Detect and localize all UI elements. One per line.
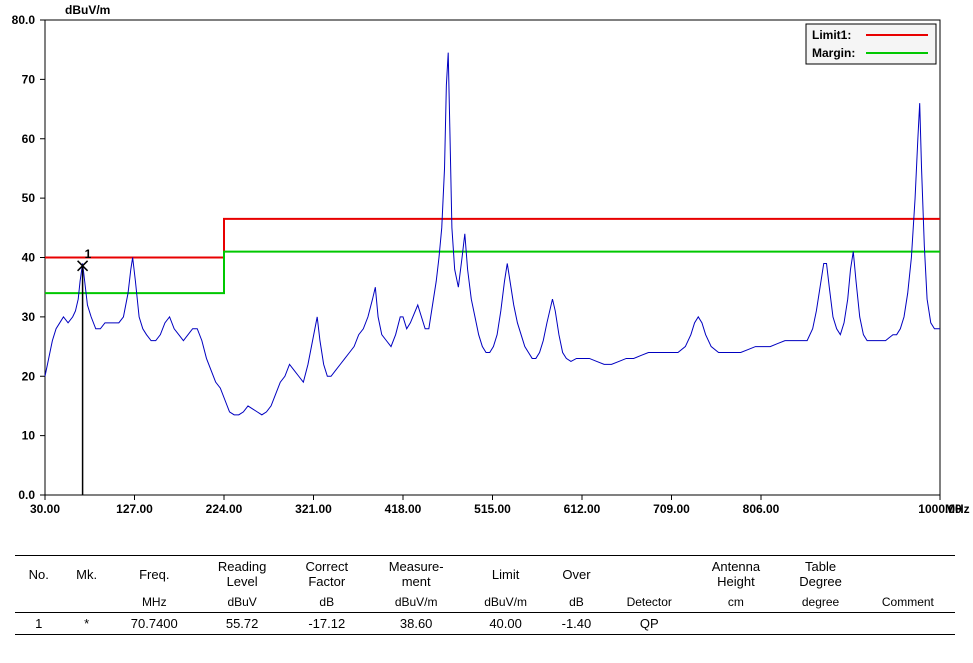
svg-text:Margin:: Margin: [812, 46, 855, 60]
col-unit: degree [780, 592, 860, 613]
table-cell: 70.7400 [111, 613, 198, 635]
table-cell: 38.60 [367, 613, 465, 635]
svg-text:80.0: 80.0 [12, 13, 36, 27]
svg-text:Limit1:: Limit1: [812, 28, 851, 42]
svg-text:30: 30 [22, 310, 36, 324]
svg-text:40: 40 [22, 251, 36, 265]
col-unit: dBuV/m [465, 592, 545, 613]
svg-text:321.00: 321.00 [295, 502, 332, 516]
svg-text:709.00: 709.00 [653, 502, 690, 516]
table-cell [861, 613, 955, 635]
svg-text:612.00: 612.00 [564, 502, 601, 516]
svg-text:50: 50 [22, 191, 36, 205]
svg-text:MHz: MHz [945, 502, 970, 516]
col-unit: MHz [111, 592, 198, 613]
table-cell: 1 [15, 613, 62, 635]
col-header: Freq. [111, 556, 198, 593]
svg-text:60: 60 [22, 132, 36, 146]
svg-text:10: 10 [22, 429, 36, 443]
svg-text:127.00: 127.00 [116, 502, 153, 516]
col-unit: dBuV/m [367, 592, 465, 613]
table-cell: * [62, 613, 110, 635]
col-unit: Comment [861, 592, 955, 613]
col-header [861, 556, 955, 593]
col-header: ReadingLevel [198, 556, 287, 593]
col-header: CorrectFactor [287, 556, 367, 593]
svg-text:224.00: 224.00 [206, 502, 243, 516]
table-cell: QP [607, 613, 691, 635]
col-unit: cm [691, 592, 780, 613]
spectrum-chart: 0.0 10 20 30 40 50 60 70 80.0 dBuV/m 30.00 127.00 22… [0, 0, 973, 540]
col-unit: Detector [607, 592, 691, 613]
col-unit: dB [287, 592, 367, 613]
col-header: Mk. [62, 556, 110, 593]
svg-text:70: 70 [22, 72, 36, 86]
col-header: Over [546, 556, 607, 593]
table-cell [691, 613, 780, 635]
svg-text:418.00: 418.00 [385, 502, 422, 516]
col-header: TableDegree [780, 556, 860, 593]
table-row: 1*70.740055.72-17.1238.6040.00-1.40QP [15, 613, 955, 635]
table-cell: -1.40 [546, 613, 607, 635]
col-header: No. [15, 556, 62, 593]
svg-text:806.00: 806.00 [743, 502, 780, 516]
col-header: Measure-ment [367, 556, 465, 593]
col-header: Limit [465, 556, 545, 593]
table-cell: 40.00 [465, 613, 545, 635]
col-unit: dB [546, 592, 607, 613]
svg-text:1: 1 [85, 247, 92, 261]
col-header: AntennaHeight [691, 556, 780, 593]
svg-text:30.00: 30.00 [30, 502, 60, 516]
svg-text:0.0: 0.0 [18, 488, 35, 502]
col-header [607, 556, 691, 593]
table-cell: 55.72 [198, 613, 287, 635]
col-unit: dBuV [198, 592, 287, 613]
col-unit [62, 592, 110, 613]
svg-text:dBuV/m: dBuV/m [65, 3, 110, 17]
table-cell: -17.12 [287, 613, 367, 635]
svg-text:515.00: 515.00 [474, 502, 511, 516]
col-unit [15, 592, 62, 613]
measurement-table: No.Mk.Freq.ReadingLevelCorrectFactorMeas… [15, 555, 955, 635]
svg-text:20: 20 [22, 369, 36, 383]
table-cell [780, 613, 860, 635]
